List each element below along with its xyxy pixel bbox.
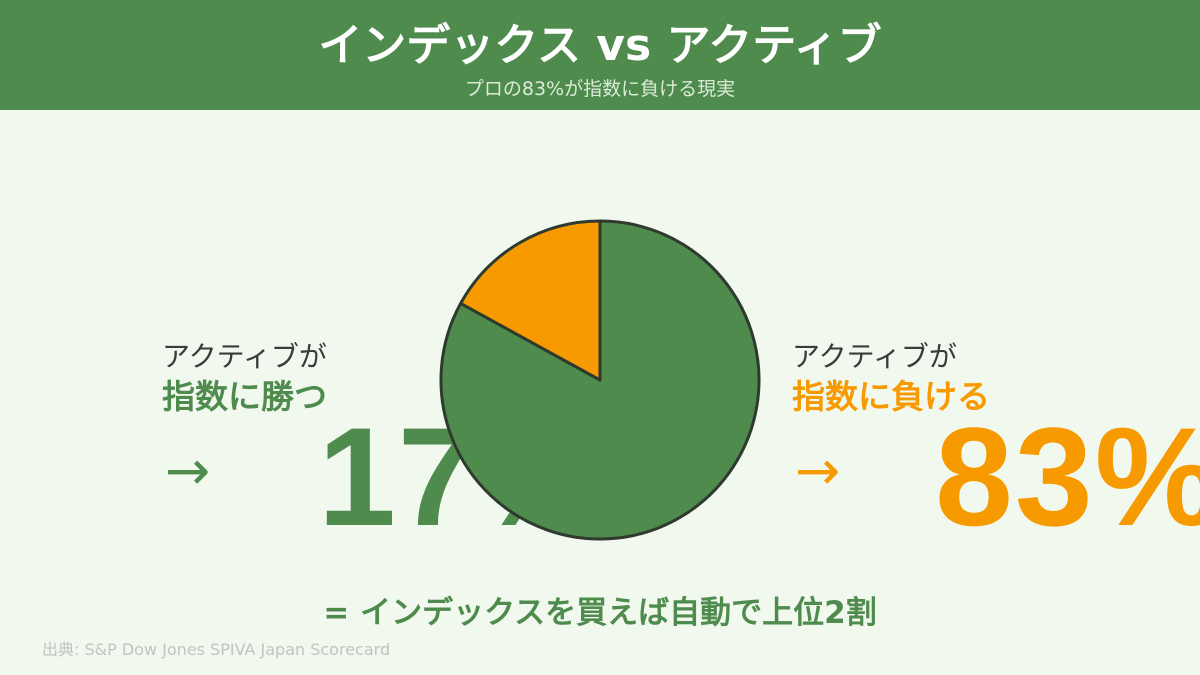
page-title: インデックス vs アクティブ <box>318 20 882 71</box>
lose-percentage: 83% <box>935 398 1200 555</box>
lose-label-line2: 指数に負ける <box>792 377 990 416</box>
conclusion-text: = インデックスを買えば自動で上位2割 <box>323 595 877 631</box>
header-bar <box>0 0 1200 110</box>
lose-arrow-icon: → <box>795 439 841 502</box>
pie-slice-win <box>459 219 602 382</box>
win-arrow-icon: → <box>165 439 211 502</box>
source-note: 出典: S&P Dow Jones SPIVA Japan Scorecard <box>42 640 391 659</box>
page-subtitle: プロの83%が指数に負ける現実 <box>464 78 736 100</box>
win-label-line2: 指数に勝つ <box>162 377 327 416</box>
win-label-line1: アクティブが <box>162 340 327 373</box>
lose-label-line1: アクティブが <box>792 340 957 373</box>
